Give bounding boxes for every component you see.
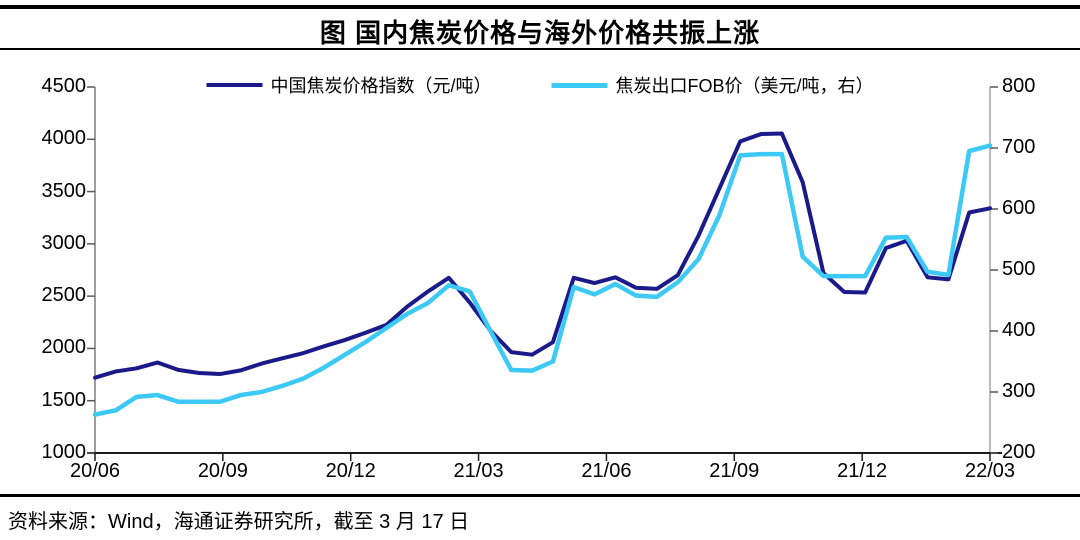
y-left-tick-label: 3500 xyxy=(41,179,87,202)
legend-label-china-coke-index: 中国焦炭价格指数（元/吨） xyxy=(270,76,492,96)
series-line-coke-export-fob xyxy=(92,143,993,417)
y-right-tick-label: 200 xyxy=(1002,441,1036,463)
y-left-tick-label: 1500 xyxy=(41,388,87,411)
chart-legend: 中国焦炭价格指数（元/吨） 焦炭出口FOB价（美元/吨，右） xyxy=(206,72,874,98)
y-left-tick-label: 3000 xyxy=(41,231,87,254)
x-tick-label: 21/06 xyxy=(581,460,632,482)
series-line-china-coke-index xyxy=(93,131,992,380)
legend-item-coke-export-fob: 焦炭出口FOB价（美元/吨，右） xyxy=(551,72,874,98)
x-tick-label: 21/09 xyxy=(709,460,760,482)
title-rule xyxy=(0,48,1080,50)
y-right-tick-label: 800 xyxy=(1002,75,1036,97)
navy-line-swatch-icon xyxy=(206,83,263,87)
x-tick-label: 20/09 xyxy=(197,460,248,482)
y-left-tick-label: 4500 xyxy=(41,75,87,97)
legend-label-coke-export-fob: 焦炭出口FOB价（美元/吨，右） xyxy=(615,76,874,96)
top-rule xyxy=(0,5,1080,9)
source-note: 资料来源：Wind，海通证券研究所，截至 3 月 17 日 xyxy=(8,511,470,533)
y-right-tick-label: 400 xyxy=(1002,319,1036,341)
y-right-tick-label: 500 xyxy=(1002,258,1036,280)
x-tick-label: 21/03 xyxy=(453,460,504,482)
y-right-tick-label: 300 xyxy=(1002,380,1036,402)
bottom-rule xyxy=(0,494,1080,497)
x-tick-label: 20/06 xyxy=(69,460,121,482)
y-left-tick-label: 1000 xyxy=(41,441,87,463)
cyan-line-swatch-icon xyxy=(551,82,608,88)
y-left-tick-label: 2500 xyxy=(41,284,87,307)
x-tick-label: 22/03 xyxy=(964,460,1016,482)
legend-item-china-coke-index: 中国焦炭价格指数（元/吨） xyxy=(206,72,491,98)
chart-title: 图 国内焦炭价格与海外价格共振上涨 xyxy=(319,18,761,48)
x-tick-label: 21/12 xyxy=(837,460,888,482)
y-left-tick-label: 4000 xyxy=(41,127,87,150)
y-left-tick-label: 2000 xyxy=(41,336,87,359)
x-tick-label: 20/12 xyxy=(325,460,376,482)
y-right-tick-label: 700 xyxy=(1002,136,1036,158)
y-right-tick-label: 600 xyxy=(1002,197,1036,219)
